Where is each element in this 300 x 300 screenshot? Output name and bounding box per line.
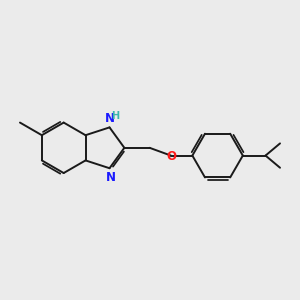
Text: H: H — [111, 111, 120, 122]
Text: O: O — [166, 150, 176, 163]
Text: N: N — [104, 112, 115, 125]
Text: N: N — [106, 171, 116, 184]
